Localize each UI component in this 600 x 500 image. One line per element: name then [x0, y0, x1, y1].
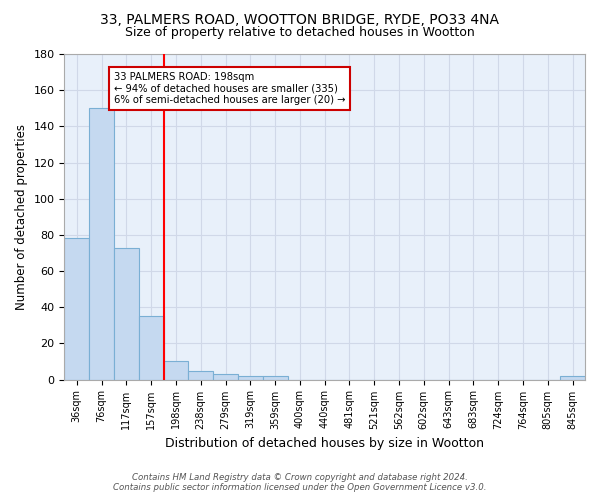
Bar — [164, 362, 188, 380]
Bar — [213, 374, 238, 380]
X-axis label: Distribution of detached houses by size in Wootton: Distribution of detached houses by size … — [165, 437, 484, 450]
Text: Size of property relative to detached houses in Wootton: Size of property relative to detached ho… — [125, 26, 475, 39]
Bar — [89, 108, 114, 380]
Bar — [188, 370, 213, 380]
Bar — [114, 248, 139, 380]
Bar — [560, 376, 585, 380]
Y-axis label: Number of detached properties: Number of detached properties — [15, 124, 28, 310]
Bar — [64, 238, 89, 380]
Text: 33 PALMERS ROAD: 198sqm
← 94% of detached houses are smaller (335)
6% of semi-de: 33 PALMERS ROAD: 198sqm ← 94% of detache… — [114, 72, 346, 106]
Text: 33, PALMERS ROAD, WOOTTON BRIDGE, RYDE, PO33 4NA: 33, PALMERS ROAD, WOOTTON BRIDGE, RYDE, … — [101, 12, 499, 26]
Bar — [263, 376, 287, 380]
Text: Contains HM Land Registry data © Crown copyright and database right 2024.
Contai: Contains HM Land Registry data © Crown c… — [113, 473, 487, 492]
Bar — [139, 316, 164, 380]
Bar — [238, 376, 263, 380]
